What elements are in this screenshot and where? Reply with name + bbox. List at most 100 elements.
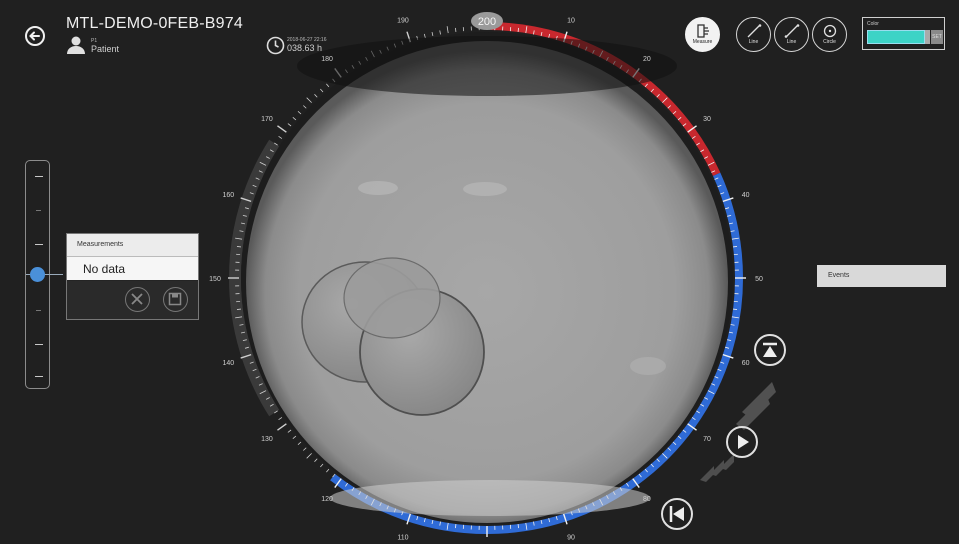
dial-tick	[242, 214, 247, 217]
dial-tick	[687, 423, 697, 431]
first-frame-button[interactable]	[754, 334, 786, 366]
dial-tick	[416, 516, 419, 521]
dial-tick	[728, 331, 734, 334]
dial-tick	[525, 522, 528, 530]
dial-tick	[731, 237, 739, 240]
dial-tick	[258, 170, 263, 173]
dial-tick	[334, 478, 342, 488]
dial-tick	[731, 316, 739, 319]
dial-label: 30	[703, 116, 711, 123]
clock-icon	[266, 36, 285, 55]
dial-tick	[682, 429, 687, 433]
line-tool-button[interactable]: Line	[736, 17, 771, 52]
dial-tick	[278, 417, 283, 420]
dial-tick	[240, 197, 252, 203]
dial-tick	[730, 230, 735, 232]
dial-tick	[259, 161, 267, 166]
line-icon	[784, 24, 800, 38]
dial-tick	[269, 149, 274, 153]
dial-labels: 1020304050607080901001101201301401501601…	[209, 17, 763, 542]
save-measurement-button[interactable]	[163, 287, 188, 312]
color-slider-handle[interactable]	[925, 30, 930, 44]
color-swatch[interactable]	[867, 30, 925, 44]
dial-tick	[725, 346, 730, 349]
dial-tick	[638, 473, 642, 478]
dial-tick	[632, 478, 640, 488]
dial-tick	[626, 482, 629, 487]
dial-tick	[258, 383, 263, 386]
dial-tick	[691, 417, 696, 420]
dial-tick	[720, 361, 725, 364]
circle-tool-button[interactable]: Circle	[812, 17, 847, 52]
dial-tick	[252, 184, 257, 188]
dial-label: 60	[742, 360, 750, 367]
dial-tick	[235, 316, 243, 319]
dial-label: 180	[321, 56, 333, 63]
dial-tick	[525, 26, 528, 34]
dial-tick	[656, 458, 660, 462]
dial-tick	[533, 30, 535, 35]
dial-tick	[455, 27, 457, 33]
dial-label: 190	[397, 17, 409, 24]
close-icon	[131, 293, 143, 305]
dial-tick	[650, 88, 654, 93]
embryo-dish-view[interactable]: 1020304050607080901001101201301401501601…	[200, 6, 772, 544]
dial-tick	[431, 519, 434, 525]
dial-tick	[644, 83, 648, 88]
dial-tick	[244, 207, 249, 210]
line-icon	[747, 24, 762, 38]
dial-tick	[707, 161, 715, 166]
skip-to-end-icon	[669, 506, 684, 522]
dial-tick	[292, 435, 297, 439]
dial-ticks	[228, 19, 746, 537]
dial-tick	[287, 123, 292, 127]
events-header: Events	[817, 265, 946, 287]
dial-tick	[696, 410, 700, 414]
dial-label: 160	[222, 192, 234, 199]
dial-tick	[345, 482, 348, 487]
dial-tick	[265, 156, 270, 159]
dial-tick	[431, 31, 434, 37]
zoom-slider-handle[interactable]	[30, 267, 45, 282]
play-button[interactable]	[726, 426, 758, 458]
elapsed-hours: 038.63 h	[287, 43, 323, 53]
zoom-tick	[35, 376, 43, 377]
last-frame-button[interactable]	[661, 498, 693, 530]
dial-tick	[730, 324, 735, 326]
dial-tick	[517, 27, 519, 33]
dial-tick	[269, 403, 274, 407]
dial-tick	[720, 192, 725, 195]
debris	[630, 357, 666, 375]
skip-to-start-icon	[763, 342, 777, 357]
dial-tick	[278, 136, 283, 139]
dial-tick	[672, 111, 677, 115]
color-set-button[interactable]: SET	[931, 30, 943, 44]
dial-tick	[439, 521, 441, 526]
dial-tick	[696, 142, 700, 146]
dial-tick	[235, 237, 243, 240]
dial-tick	[656, 94, 660, 98]
playback-chevrons	[700, 382, 776, 482]
dial-tick	[277, 125, 287, 133]
dial-tick	[236, 246, 242, 248]
measure-button[interactable]: Measure	[685, 17, 720, 52]
dial-label: 50	[755, 276, 763, 283]
dial-tick	[540, 31, 543, 37]
dial-tick	[314, 94, 318, 98]
dial-tick	[423, 518, 426, 523]
dial-position-marker[interactable]	[471, 12, 503, 30]
delete-measurement-button[interactable]	[125, 287, 150, 312]
dial-tick	[265, 397, 270, 400]
dial-tick	[239, 324, 244, 326]
dial-tick	[517, 523, 519, 529]
dial-tick	[722, 197, 734, 203]
dial-label: 20	[643, 56, 651, 63]
dial-tick	[297, 441, 302, 445]
dial-label: 90	[567, 535, 575, 542]
line-tool-button-2[interactable]: Line	[774, 17, 809, 52]
line-label-2: Line	[786, 39, 797, 45]
dial-tick	[714, 177, 719, 180]
dial-tick	[711, 383, 716, 386]
measure-label: Measure	[692, 39, 713, 45]
back-button[interactable]	[25, 26, 45, 46]
